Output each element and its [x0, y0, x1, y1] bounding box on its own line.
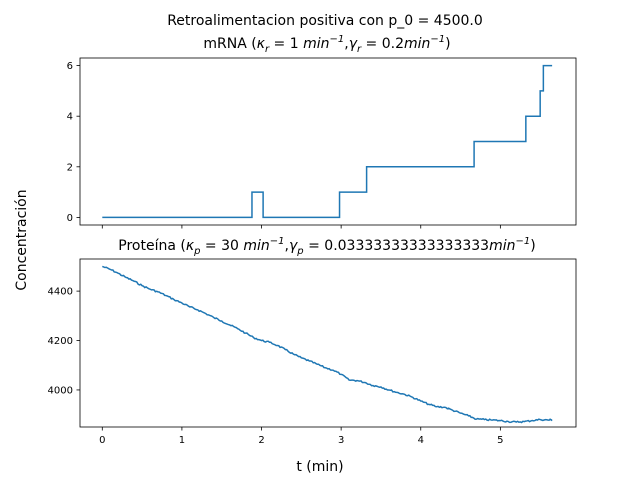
x-axis-label: t (min) [296, 459, 343, 475]
protein-y-tick-label: 4400 [48, 287, 73, 298]
figure-title: Retroalimentacion positiva con p_0 = 450… [167, 13, 483, 29]
protein-x-tick-label: 3 [338, 435, 344, 446]
mrna-y-tick-label: 0 [67, 213, 73, 224]
subplot-title-part-prefix: mRNA ( [203, 36, 256, 52]
protein-y-tick-label: 4000 [48, 385, 73, 396]
subplot-title-part-kappa-val: = 1 [269, 36, 303, 52]
subplot-title-part-gamma-val: = 0.03333333333333333 [304, 238, 489, 254]
subplot-title-part-kappa-sub: r [265, 44, 270, 55]
subplot-title-part-kappa-val: = 30 [200, 238, 243, 254]
protein-x-ticks: 0 1 2 3 4 5 [99, 427, 504, 446]
subplot-title-part-gamma-sub: r [357, 44, 362, 55]
subplot-title-part-prefix: Proteína ( [118, 238, 186, 254]
subplot-title-part-gamma-sub: p [296, 246, 303, 257]
protein-x-tick-label: 4 [418, 435, 424, 446]
subplot-title-part-kappa: κ [186, 238, 195, 254]
mrna-y-tick-label: 6 [67, 61, 73, 72]
subplot-title-part-kappa-exp: −1 [329, 34, 344, 45]
protein-series-line [102, 265, 553, 424]
protein-x-tick-label: 1 [179, 435, 185, 446]
subplot-title-part-gamma: γ [289, 238, 298, 254]
protein-x-tick-label: 0 [99, 435, 105, 446]
subplot-title-part-gamma-val: = 0.2 [361, 36, 404, 52]
subplot-title-part-kappa-unit: min [243, 238, 269, 254]
protein-y-ticks: 4000 4200 4400 [48, 287, 80, 396]
protein-x-tick-label: 5 [497, 435, 503, 446]
subplot-title-part-gamma-exp: −1 [515, 236, 530, 247]
subplot-title-part-gamma: γ [349, 36, 358, 52]
protein-subplot: Proteína (κp = 30 min−1,γp = 0.033333333… [48, 236, 577, 446]
mrna-y-ticks: 0 2 4 6 [67, 61, 501, 229]
y-axis-label: Concentración [14, 189, 30, 290]
subplot-title-part-kappa: κ [257, 36, 266, 52]
subplot-title-part-kappa-unit: min [303, 36, 329, 52]
subplot-title-part-gamma-exp: −1 [430, 34, 445, 45]
mrna-y-tick-label: 2 [67, 162, 73, 173]
subplot-title-part-kappa-exp: −1 [270, 236, 285, 247]
mrna-axes-frame [79, 57, 577, 226]
protein-axes-frame [79, 258, 577, 428]
subplot-title-part-gamma-unit: min [489, 238, 515, 254]
protein-x-tick-label: 2 [258, 435, 264, 446]
subplot-title-part-suffix: ) [445, 36, 450, 52]
mrna-subplot-title: mRNA (κr = 1 min−1,γr = 0.2min−1) [203, 34, 450, 55]
protein-y-tick-label: 4200 [48, 336, 73, 347]
subplot-title-part-suffix: ) [530, 238, 535, 254]
subplot-title-part-sep: , [344, 36, 348, 52]
subplot-title-part-sep: , [285, 238, 289, 254]
subplot-title-part-gamma-unit: min [404, 36, 430, 52]
mrna-y-tick-label: 4 [67, 112, 73, 123]
protein-subplot-title: Proteína (κp = 30 min−1,γp = 0.033333333… [118, 236, 535, 257]
subplot-title-part-kappa-sub: p [193, 246, 200, 257]
mrna-series-line [102, 64, 553, 219]
